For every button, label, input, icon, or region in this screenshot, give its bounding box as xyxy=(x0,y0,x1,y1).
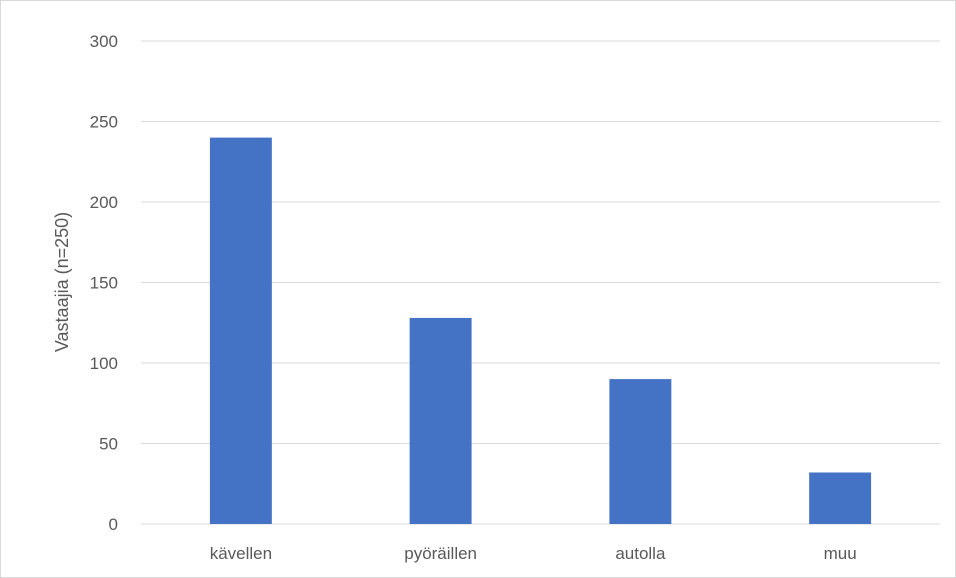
x-category-label: autolla xyxy=(615,544,666,563)
bar-1 xyxy=(409,317,472,524)
x-category-label: kävellen xyxy=(210,544,272,563)
bar-0 xyxy=(209,137,272,524)
x-category-label: muu xyxy=(824,544,857,563)
y-tick-label: 250 xyxy=(90,113,118,132)
y-tick-label: 0 xyxy=(109,515,118,534)
y-axis-tick-labels: 0 50 100 150 200 250 300 xyxy=(90,32,118,534)
y-axis-title: Vastaajia (n=250) xyxy=(52,212,72,352)
y-tick-label: 150 xyxy=(90,274,118,293)
y-tick-label: 200 xyxy=(90,193,118,212)
x-axis-category-labels: kävellen pyöräillen autolla muu xyxy=(210,544,857,563)
y-tick-label: 100 xyxy=(90,354,118,373)
y-tick-label: 50 xyxy=(99,435,118,454)
y-tick-label: 300 xyxy=(90,32,118,51)
x-category-label: pyöräillen xyxy=(404,544,477,563)
bar-2 xyxy=(609,379,672,524)
gridlines xyxy=(141,40,940,525)
bars xyxy=(209,137,872,524)
bar-3 xyxy=(809,472,872,524)
